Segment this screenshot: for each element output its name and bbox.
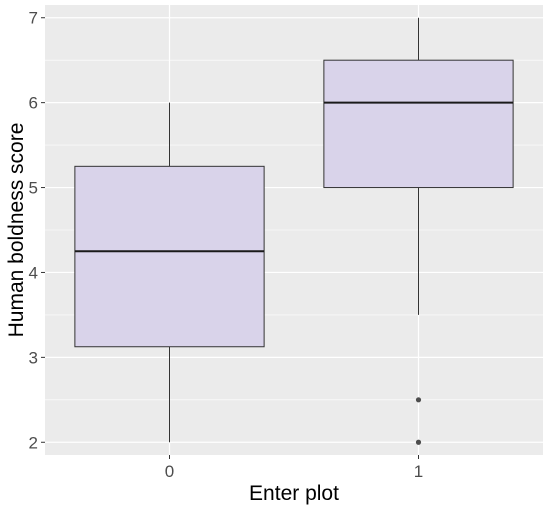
outlier-point (415, 439, 422, 445)
x-tick-label: 1 (414, 462, 423, 481)
x-tick-label: 0 (165, 462, 174, 481)
y-tick-label: 7 (29, 9, 38, 28)
y-tick-label: 3 (29, 348, 38, 367)
y-tick-label: 2 (29, 433, 38, 452)
outlier-point (415, 397, 422, 403)
box-0 (74, 102, 265, 443)
box-iqr (74, 165, 265, 348)
box-iqr (323, 59, 514, 189)
y-tick-label: 6 (29, 94, 38, 113)
box-1 (323, 17, 514, 445)
boxes-layer (74, 17, 514, 445)
x-axis-title: Enter plot (249, 482, 339, 505)
y-tick-label: 4 (29, 263, 38, 282)
y-axis-ticks: 2 3 4 5 6 7 (29, 9, 45, 452)
y-axis-title: Human boldness score (5, 123, 28, 338)
y-tick-label: 5 (29, 179, 38, 198)
